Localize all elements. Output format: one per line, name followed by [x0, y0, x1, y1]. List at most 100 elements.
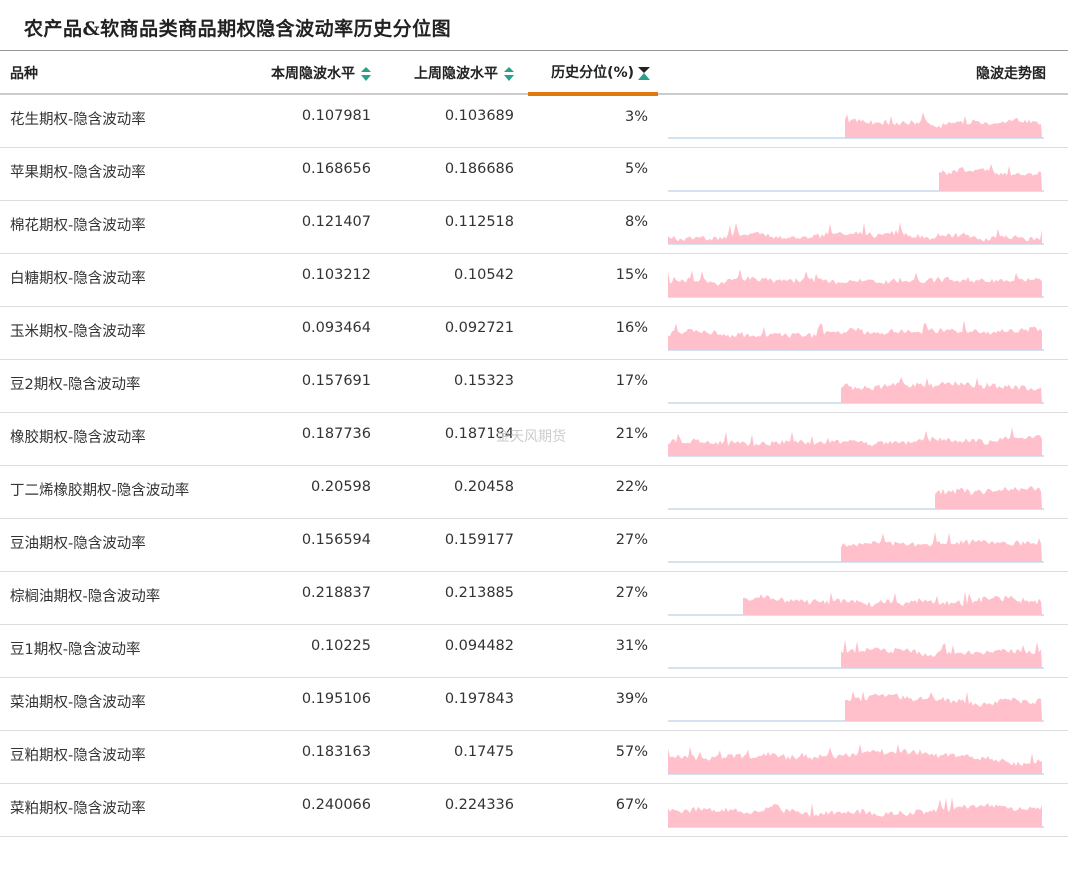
- row-current-iv: 0.187736: [301, 425, 371, 442]
- row-current-iv: 0.218837: [301, 584, 371, 601]
- row-last-iv: 0.187184: [444, 425, 514, 442]
- row-sparkline: [658, 147, 1068, 200]
- row-sparkline: [658, 306, 1068, 359]
- row-name: 豆油期权-隐含波动率: [10, 535, 146, 552]
- header-percentile[interactable]: 历史分位(%): [528, 52, 658, 96]
- sort-desc-icon[interactable]: [638, 66, 650, 80]
- sparkline-area: [668, 268, 1042, 297]
- table-row[interactable]: 豆粕期权-隐含波动率 0.183163 0.17475 57%: [0, 730, 1068, 783]
- row-current-iv: 0.183163: [301, 743, 371, 760]
- sparkline-chart: [668, 376, 1044, 403]
- sort-icon[interactable]: [504, 66, 514, 81]
- row-sparkline: [658, 677, 1068, 730]
- row-percentile: 17%: [615, 372, 648, 389]
- row-sparkline: [658, 518, 1068, 571]
- sparkline-chart: [668, 590, 1044, 615]
- table-row[interactable]: 豆2期权-隐含波动率 0.157691 0.15323 17%: [0, 359, 1068, 412]
- row-last-iv: 0.197843: [444, 690, 514, 707]
- row-percentile: 15%: [615, 266, 648, 283]
- sparkline-chart: [668, 426, 1044, 456]
- row-last-iv: 0.20458: [454, 478, 514, 495]
- table-row[interactable]: 玉米期权-隐含波动率 0.093464 0.092721 16%: [0, 306, 1068, 359]
- sparkline-area: [841, 531, 1042, 562]
- row-current-iv: 0.168656: [301, 160, 371, 177]
- row-name: 丁二烯橡胶期权-隐含波动率: [10, 482, 190, 499]
- sparkline-chart: [668, 319, 1044, 350]
- volatility-table: 品种 本周隐波水平 上周隐波水平 历史分位(%) 隐波走势图 花生期权-隐含波动…: [0, 52, 1068, 837]
- table-row[interactable]: 棕榈油期权-隐含波动率 0.218837 0.213885 27%: [0, 571, 1068, 624]
- table-row[interactable]: 丁二烯橡胶期权-隐含波动率 0.20598 0.20458 22%: [0, 465, 1068, 518]
- row-current-iv: 0.240066: [301, 796, 371, 813]
- row-percentile: 31%: [615, 637, 648, 654]
- row-last-iv: 0.112518: [444, 213, 514, 230]
- table-row[interactable]: 白糖期权-隐含波动率 0.103212 0.10542 15%: [0, 253, 1068, 306]
- row-name: 豆2期权-隐含波动率: [10, 376, 141, 393]
- row-last-iv: 0.10542: [454, 266, 514, 283]
- sparkline-area: [668, 221, 1042, 244]
- sort-icon[interactable]: [361, 66, 371, 81]
- row-last-iv: 0.224336: [444, 796, 514, 813]
- row-name: 菜粕期权-隐含波动率: [10, 800, 146, 817]
- table-row[interactable]: 苹果期权-隐含波动率 0.168656 0.186686 5%: [0, 147, 1068, 200]
- row-current-iv: 0.195106: [301, 690, 371, 707]
- row-last-iv: 0.092721: [444, 319, 514, 336]
- sparkline-chart: [668, 268, 1044, 297]
- sparkline-chart: [668, 221, 1044, 244]
- row-current-iv: 0.107981: [301, 108, 371, 124]
- sparkline-chart: [668, 743, 1044, 774]
- row-current-iv: 0.20598: [311, 478, 371, 495]
- header-current[interactable]: 本周隐波水平: [240, 52, 385, 95]
- row-name: 豆1期权-隐含波动率: [10, 641, 141, 658]
- sparkline-area: [668, 426, 1042, 456]
- table-header: 品种 本周隐波水平 上周隐波水平 历史分位(%) 隐波走势图: [0, 52, 1068, 96]
- table-row[interactable]: 豆油期权-隐含波动率 0.156594 0.159177 27%: [0, 518, 1068, 571]
- row-name: 花生期权-隐含波动率: [10, 112, 146, 128]
- sparkline-area: [841, 638, 1042, 668]
- row-sparkline: [658, 624, 1068, 677]
- row-sparkline: [658, 571, 1068, 624]
- row-sparkline: [658, 730, 1068, 783]
- sparkline-chart: [668, 531, 1044, 562]
- row-current-iv: 0.121407: [301, 213, 371, 230]
- sparkline-area: [668, 319, 1042, 350]
- table-row[interactable]: 橡胶期权-隐含波动率 0.187736 0.187184 21%: [0, 412, 1068, 465]
- sparkline-chart: [668, 485, 1044, 509]
- sparkline-area: [939, 163, 1042, 191]
- row-percentile: 27%: [615, 531, 648, 548]
- row-last-iv: 0.103689: [444, 108, 514, 124]
- sparkline-area: [935, 485, 1042, 509]
- sparkline-chart: [668, 638, 1044, 668]
- sparkline-chart: [668, 112, 1044, 139]
- row-percentile: 22%: [615, 478, 648, 495]
- row-sparkline: [658, 359, 1068, 412]
- row-sparkline: [658, 783, 1068, 836]
- sparkline-chart: [668, 796, 1044, 827]
- row-name: 菜油期权-隐含波动率: [10, 694, 146, 711]
- table-row[interactable]: 豆1期权-隐含波动率 0.10225 0.094482 31%: [0, 624, 1068, 677]
- row-sparkline: [658, 465, 1068, 518]
- row-percentile: 67%: [615, 796, 648, 813]
- row-last-iv: 0.186686: [444, 160, 514, 177]
- header-trend: 隐波走势图: [658, 52, 1068, 95]
- sparkline-area: [845, 690, 1042, 721]
- sparkline-area: [845, 112, 1042, 138]
- row-sparkline: [658, 200, 1068, 253]
- row-name: 苹果期权-隐含波动率: [10, 164, 146, 181]
- row-percentile: 21%: [615, 425, 648, 442]
- row-name: 玉米期权-隐含波动率: [10, 323, 146, 340]
- table-row[interactable]: 棉花期权-隐含波动率 0.121407 0.112518 8%: [0, 200, 1068, 253]
- table-row[interactable]: 花生期权-隐含波动率 0.107981 0.103689 3%: [0, 94, 1068, 147]
- row-percentile: 57%: [615, 743, 648, 760]
- row-current-iv: 0.156594: [301, 531, 371, 548]
- row-sparkline: [658, 412, 1068, 465]
- row-last-iv: 0.159177: [444, 531, 514, 548]
- table-row[interactable]: 菜粕期权-隐含波动率 0.240066 0.224336 67%: [0, 783, 1068, 836]
- row-percentile: 16%: [615, 319, 648, 336]
- sparkline-area: [668, 796, 1042, 827]
- header-last[interactable]: 上周隐波水平: [385, 52, 528, 95]
- row-percentile: 39%: [615, 690, 648, 707]
- table-row[interactable]: 菜油期权-隐含波动率 0.195106 0.197843 39%: [0, 677, 1068, 730]
- row-sparkline: [658, 94, 1068, 147]
- row-name: 白糖期权-隐含波动率: [10, 270, 146, 287]
- row-last-iv: 0.15323: [454, 372, 514, 389]
